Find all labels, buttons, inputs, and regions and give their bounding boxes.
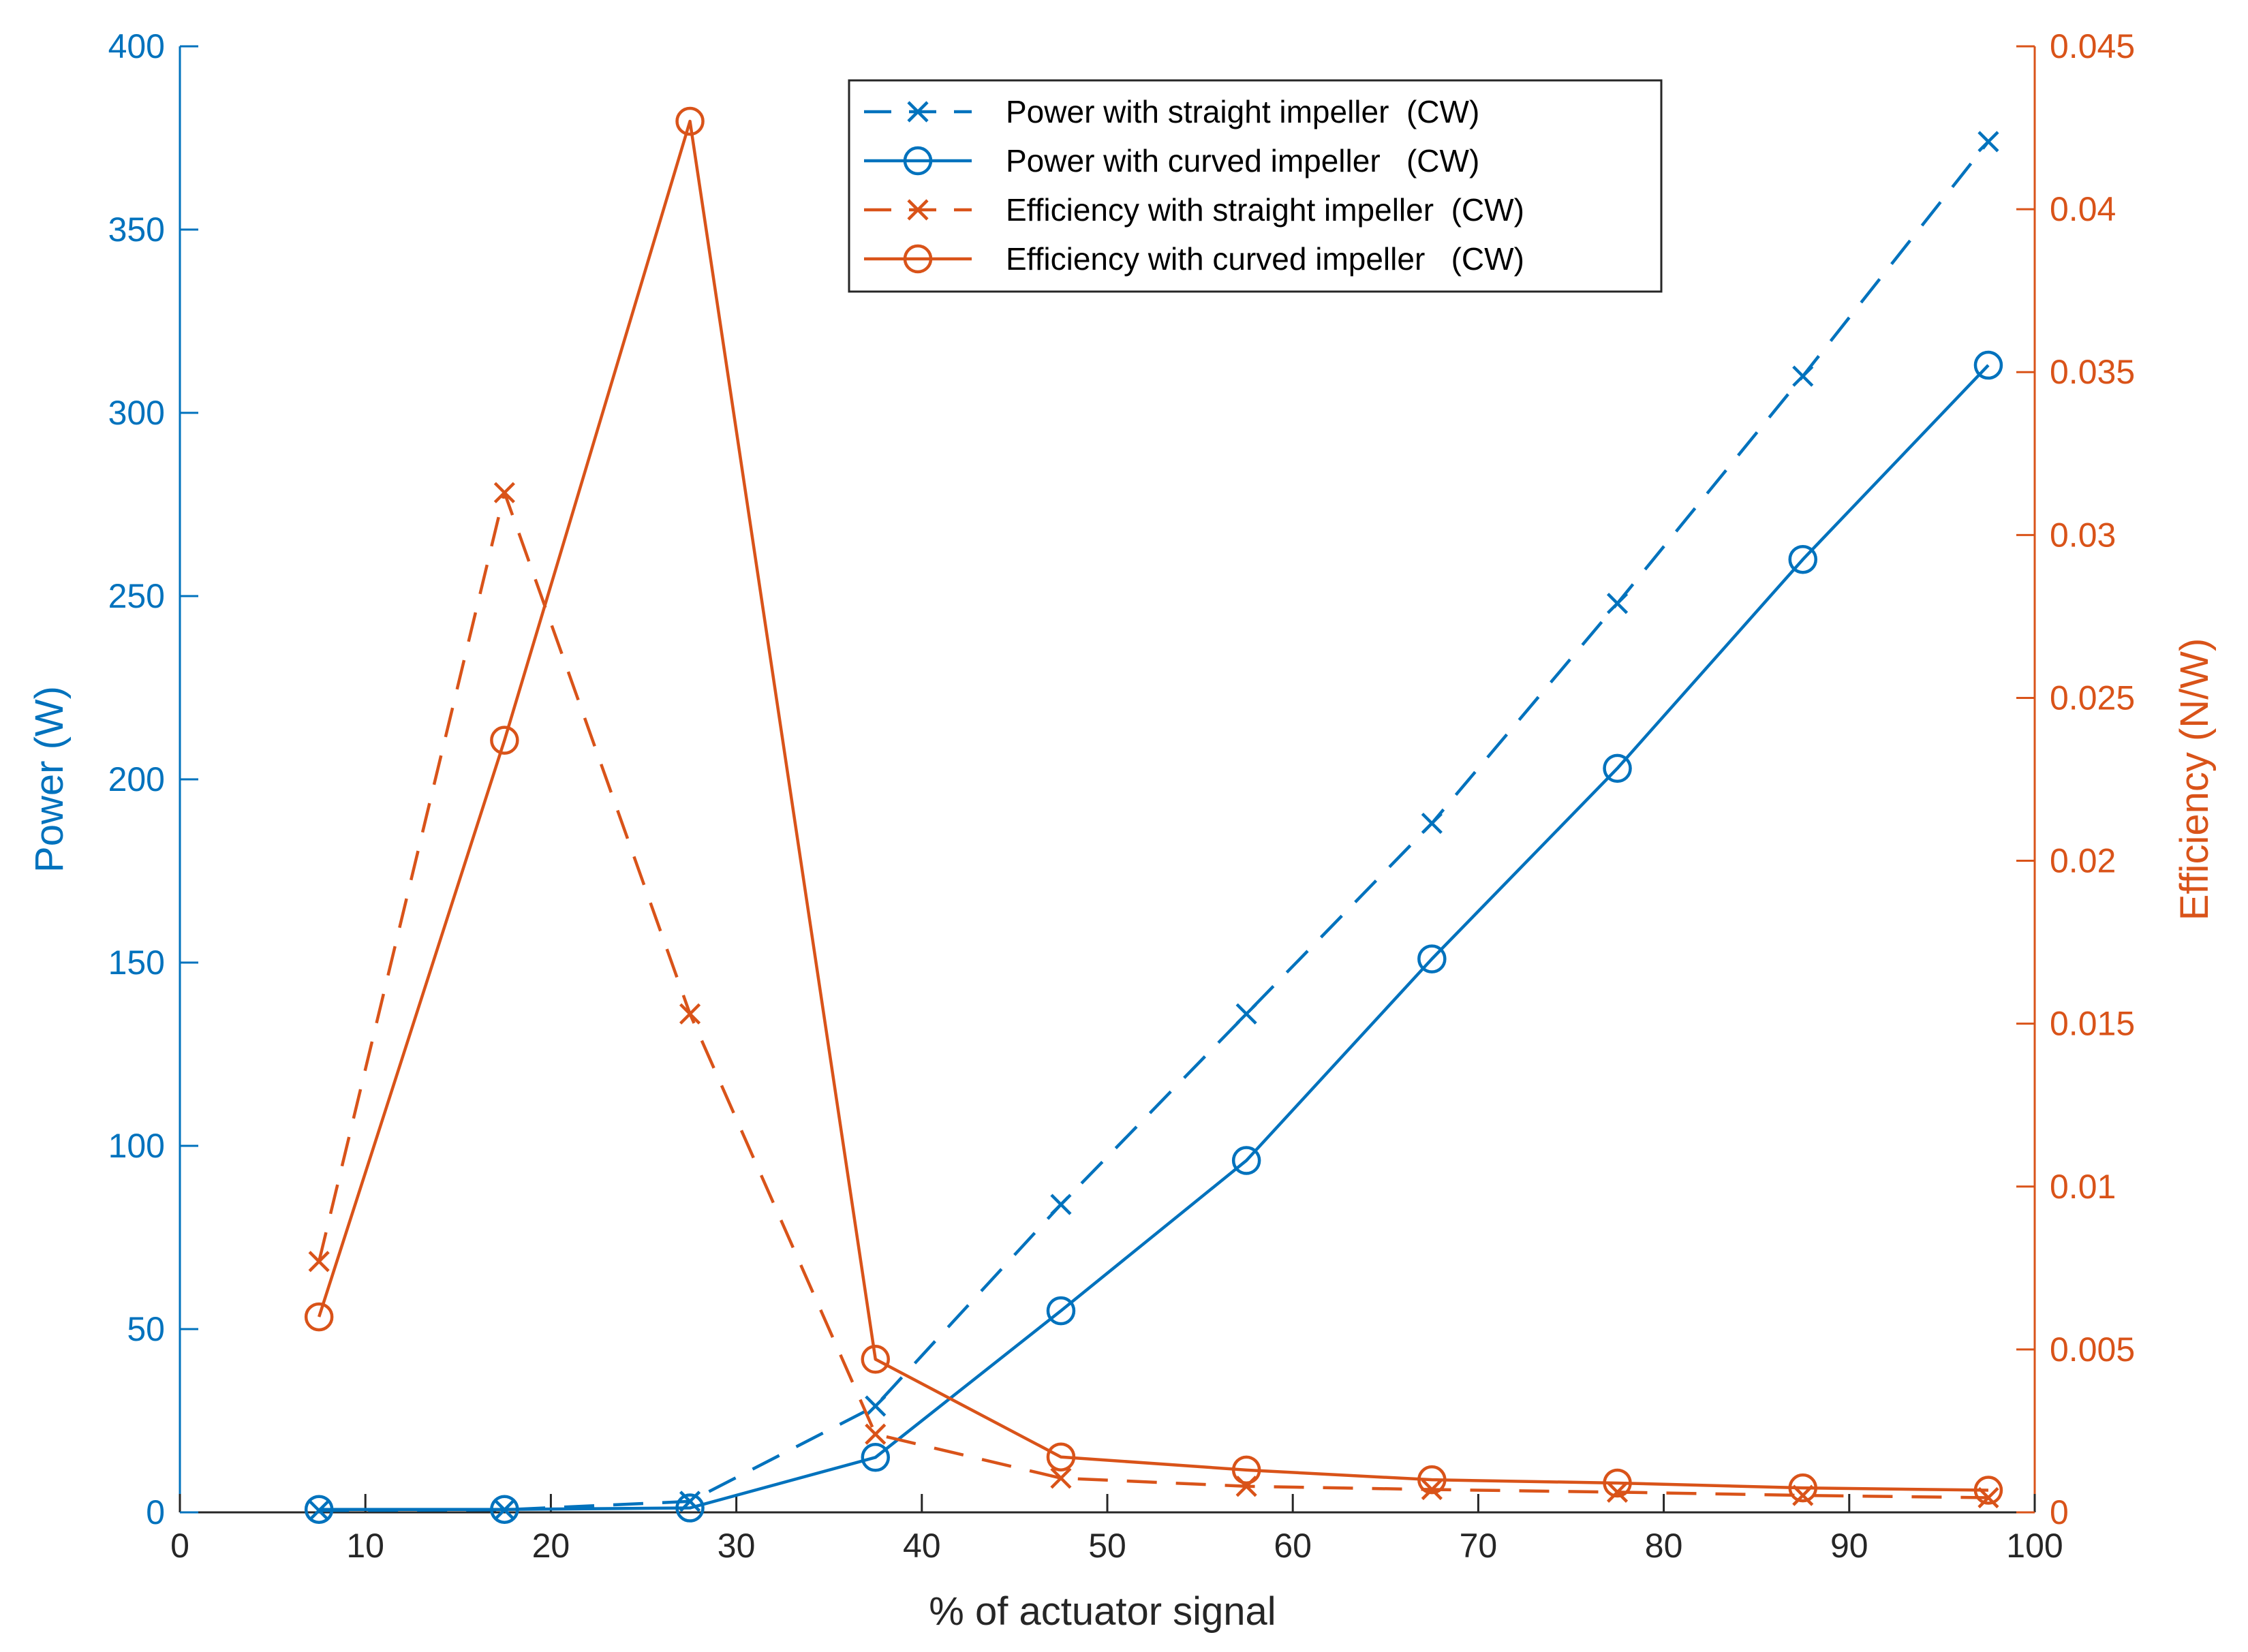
y-right-tick-label: 0.015 bbox=[2050, 1005, 2135, 1043]
x-tick-label: 50 bbox=[1088, 1527, 1126, 1565]
data-point bbox=[865, 1423, 887, 1445]
legend-entry: Efficiency with straight impeller (CW) bbox=[1006, 192, 1524, 228]
data-point bbox=[1421, 1478, 1443, 1501]
plot-area bbox=[304, 106, 2003, 1524]
y-right-tick-label: 0.03 bbox=[2050, 516, 2116, 554]
data-point bbox=[1973, 350, 2003, 380]
data-point bbox=[1606, 593, 1629, 614]
y-right-tick-label: 0.01 bbox=[2050, 1168, 2116, 1206]
legend-marker bbox=[903, 244, 933, 274]
data-point bbox=[865, 1395, 887, 1417]
legend-entry: Power with straight impeller (CW) bbox=[1006, 94, 1479, 129]
data-point bbox=[1417, 1465, 1447, 1495]
y-axis-right-title: Efficiency (N/W) bbox=[2172, 638, 2217, 921]
data-point bbox=[1788, 544, 1817, 574]
data-point bbox=[308, 1251, 330, 1273]
data-point bbox=[490, 1495, 519, 1524]
data-point bbox=[1977, 131, 1999, 153]
y-left-tick-label: 250 bbox=[108, 577, 165, 615]
series-0 bbox=[308, 131, 1999, 1521]
data-point bbox=[1603, 1468, 1632, 1498]
y-left-tick-label: 150 bbox=[108, 944, 165, 982]
x-tick-label: 40 bbox=[903, 1527, 941, 1565]
legend-entry: Efficiency with curved impeller (CW) bbox=[1006, 241, 1524, 277]
data-point bbox=[675, 1493, 705, 1523]
data-point bbox=[679, 1003, 701, 1025]
data-point bbox=[861, 1443, 890, 1472]
series-line bbox=[319, 140, 1990, 1512]
data-point bbox=[304, 1302, 334, 1332]
axes: 0 10 20 30 40 50 60 70 80 90 100050100150200250300… bbox=[108, 27, 2136, 1565]
x-tick-label: 30 bbox=[718, 1527, 756, 1565]
data-point bbox=[1231, 1455, 1261, 1485]
series-3 bbox=[304, 106, 2003, 1505]
y-right-tick-label: 0.04 bbox=[2050, 190, 2116, 228]
data-point bbox=[1050, 1194, 1072, 1215]
y-right-tick-label: 0.02 bbox=[2050, 842, 2116, 880]
data-point bbox=[1231, 1146, 1261, 1175]
y-right-tick-label: 0.025 bbox=[2050, 679, 2135, 717]
y-left-tick-label: 50 bbox=[127, 1310, 165, 1348]
legend-marker bbox=[903, 146, 933, 176]
data-point bbox=[1417, 944, 1447, 973]
series-1 bbox=[304, 350, 2003, 1524]
series-line bbox=[318, 119, 1988, 1492]
legend: Power with straight impeller (CW) Power w… bbox=[848, 79, 1663, 293]
data-point bbox=[1788, 1473, 1817, 1503]
series-line bbox=[319, 364, 1990, 1511]
y-left-tick-label: 300 bbox=[108, 394, 165, 432]
x-tick-label: 90 bbox=[1830, 1527, 1868, 1565]
x-axis-title: % of actuator signal bbox=[929, 1589, 1276, 1634]
x-tick-label: 20 bbox=[532, 1527, 570, 1565]
y-right-tick-label: 0 bbox=[2050, 1493, 2069, 1531]
data-point bbox=[1046, 1296, 1076, 1326]
data-point bbox=[1792, 365, 1814, 387]
x-tick-label: 100 bbox=[2006, 1527, 2063, 1565]
y-right-tick-label: 0.045 bbox=[2050, 27, 2135, 65]
legend-marker bbox=[907, 101, 929, 123]
data-point bbox=[490, 726, 519, 755]
y-left-tick-label: 350 bbox=[108, 211, 165, 249]
x-tick-label: 10 bbox=[346, 1527, 384, 1565]
y-left-tick-label: 100 bbox=[108, 1127, 165, 1165]
data-point bbox=[1973, 1476, 2003, 1505]
x-tick-label: 60 bbox=[1274, 1527, 1312, 1565]
x-tick-label: 70 bbox=[1460, 1527, 1498, 1565]
data-point bbox=[1603, 753, 1632, 783]
data-point bbox=[1421, 812, 1443, 835]
data-point bbox=[1046, 1442, 1076, 1471]
series-2 bbox=[308, 482, 1999, 1509]
x-tick-label: 80 bbox=[1645, 1527, 1683, 1565]
x-tick-label: 0 bbox=[170, 1527, 189, 1565]
data-point bbox=[1606, 1481, 1629, 1503]
series-line bbox=[317, 490, 1988, 1499]
data-point bbox=[1050, 1467, 1072, 1489]
data-point bbox=[675, 106, 705, 136]
data-point bbox=[304, 1495, 334, 1524]
data-point bbox=[861, 1344, 890, 1374]
data-point bbox=[1235, 1003, 1257, 1025]
data-point bbox=[493, 482, 515, 503]
y-right-tick-label: 0.035 bbox=[2050, 353, 2135, 391]
y-left-tick-label: 400 bbox=[108, 27, 165, 65]
y-left-tick-label: 0 bbox=[146, 1493, 165, 1531]
y-left-tick-label: 200 bbox=[108, 760, 165, 798]
y-right-tick-label: 0.005 bbox=[2050, 1330, 2135, 1369]
legend-marker bbox=[907, 199, 929, 221]
legend-entry: Power with curved impeller (CW) bbox=[1006, 143, 1479, 178]
legend-box bbox=[848, 79, 1663, 293]
y-axis-left-title: Power (W) bbox=[27, 686, 72, 873]
